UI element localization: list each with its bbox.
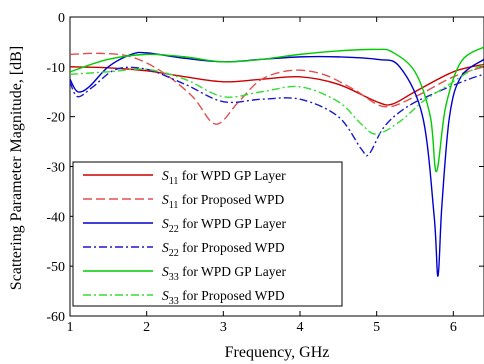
legend-entry: S33 for Proposed WPD xyxy=(162,288,285,307)
y-axis-label: Scattering Parameter Magnitude, [dB] xyxy=(8,46,25,290)
legend-box xyxy=(72,161,343,307)
series-line-5 xyxy=(70,46,484,173)
y-tick-label: -40 xyxy=(46,210,65,225)
x-axis-label: Frequency, GHz xyxy=(225,344,330,361)
legend-entry: S11 for WPD GP Layer xyxy=(162,168,286,187)
series-line-3 xyxy=(70,51,484,277)
series-layer xyxy=(70,46,484,277)
y-tick-label: -30 xyxy=(46,161,65,176)
legend-entry: S22 for WPD GP Layer xyxy=(162,216,286,235)
x-tick-label: 4 xyxy=(297,320,304,335)
y-tick-label: -50 xyxy=(46,260,65,275)
y-tick-label: -20 xyxy=(46,111,65,126)
series-line-6 xyxy=(70,63,484,135)
y-tick-label: -10 xyxy=(46,61,65,76)
legend-entry: S33 for WPD GP Layer xyxy=(162,264,286,283)
x-tick-label: 3 xyxy=(220,320,227,335)
series-line-4 xyxy=(70,66,484,157)
legend-entry: S11 for Proposed WPD xyxy=(162,192,285,211)
legend: S11 for WPD GP Layer S11 for Proposed WPD… xyxy=(72,161,343,307)
y-tick-label: 0 xyxy=(58,11,65,26)
x-tick-label: 2 xyxy=(143,320,150,335)
x-tick-label: 6 xyxy=(450,320,457,335)
series-line-2 xyxy=(70,52,484,125)
x-tick-label: 1 xyxy=(67,320,74,335)
x-tick-label: 5 xyxy=(373,320,380,335)
y-tick-label: -60 xyxy=(46,310,65,325)
legend-entry: S22 for Proposed WPD xyxy=(162,240,285,259)
axis-ticks: 1 2 3 4 5 6 0 -10 -20 -30 -40 -50 -60 xyxy=(46,11,484,335)
